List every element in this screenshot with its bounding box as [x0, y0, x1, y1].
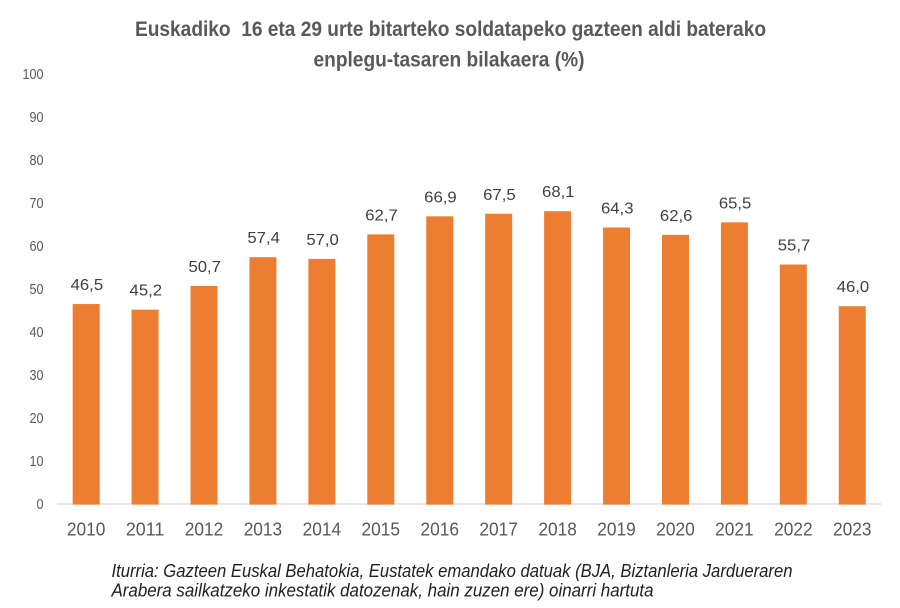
svg-text:70: 70: [30, 196, 44, 212]
svg-text:60: 60: [30, 239, 44, 255]
svg-text:2021: 2021: [715, 520, 754, 540]
svg-text:65,5: 65,5: [719, 195, 752, 212]
svg-text:62,6: 62,6: [660, 208, 693, 225]
svg-text:Iturria: Gazteen Euskal Behato: Iturria: Gazteen Euskal Behatokia, Eusta…: [112, 561, 793, 581]
svg-text:Arabera sailkatzeko inkestatik: Arabera sailkatzeko inkestatik datozenak…: [111, 581, 654, 601]
svg-text:57,0: 57,0: [306, 232, 339, 249]
svg-text:55,7: 55,7: [778, 237, 811, 254]
svg-text:57,4: 57,4: [247, 230, 280, 247]
svg-text:80: 80: [30, 153, 44, 169]
svg-text:66,9: 66,9: [424, 189, 457, 206]
svg-text:2015: 2015: [362, 520, 401, 540]
svg-text:2019: 2019: [597, 520, 636, 540]
svg-text:100: 100: [23, 67, 44, 83]
svg-text:64,3: 64,3: [601, 201, 634, 218]
svg-text:50,7: 50,7: [188, 259, 221, 276]
svg-text:0: 0: [37, 497, 44, 513]
svg-text:45,2: 45,2: [130, 283, 163, 300]
svg-text:30: 30: [30, 368, 44, 384]
svg-text:2014: 2014: [303, 520, 342, 540]
svg-text:68,1: 68,1: [542, 184, 575, 201]
svg-text:10: 10: [30, 454, 44, 470]
svg-text:50: 50: [30, 282, 44, 298]
svg-text:62,7: 62,7: [365, 207, 398, 224]
svg-text:67,5: 67,5: [483, 187, 516, 204]
svg-text:2011: 2011: [126, 520, 165, 540]
svg-text:2017: 2017: [479, 520, 518, 540]
svg-text:enplegu-tasaren bilakaera (%): enplegu-tasaren bilakaera (%): [314, 49, 585, 72]
svg-text:2018: 2018: [538, 520, 577, 540]
svg-text:2010: 2010: [67, 520, 106, 540]
svg-text:20: 20: [30, 411, 44, 427]
svg-text:2013: 2013: [244, 520, 283, 540]
svg-text:46,0: 46,0: [837, 279, 870, 296]
svg-text:2022: 2022: [774, 520, 813, 540]
svg-text:46,5: 46,5: [71, 277, 104, 294]
svg-text:90: 90: [30, 110, 44, 126]
svg-text:Euskadiko 16 eta 29 urte bita: Euskadiko 16 eta 29 urte bitarteko solda…: [135, 18, 766, 41]
svg-text:2016: 2016: [421, 520, 460, 540]
svg-text:2020: 2020: [656, 520, 695, 540]
svg-text:2023: 2023: [833, 520, 872, 540]
svg-text:2012: 2012: [185, 520, 224, 540]
svg-text:40: 40: [30, 325, 44, 341]
